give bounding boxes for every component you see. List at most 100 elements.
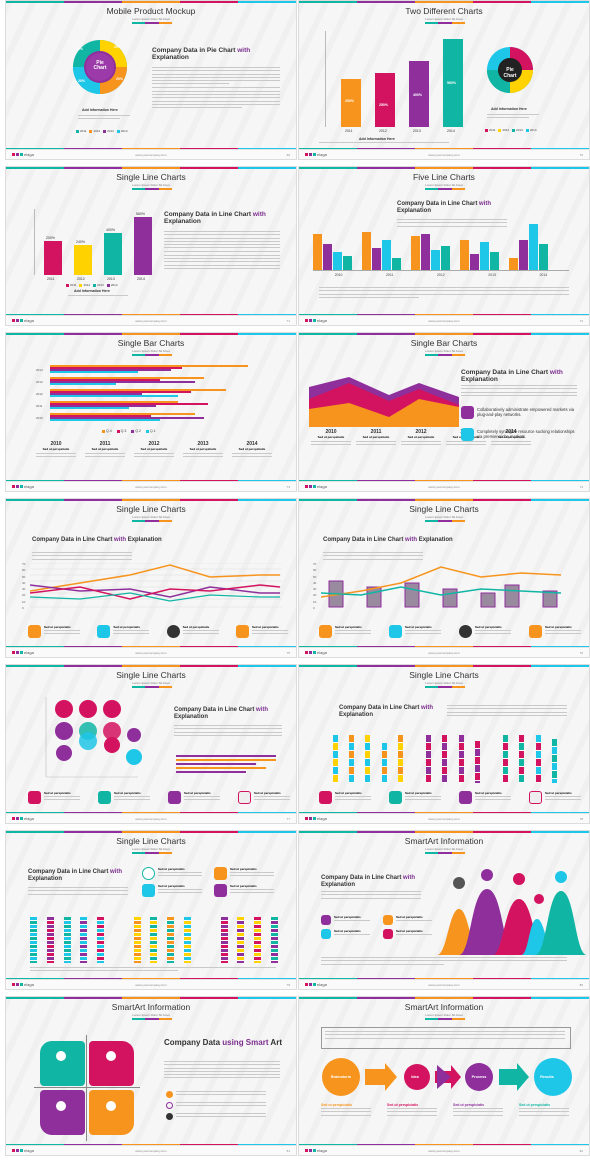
bullet-text: Collaboratively administrate empowered m… — [477, 407, 575, 418]
layers-icon — [461, 428, 474, 441]
footer-url: www.yourcompany.com — [428, 650, 460, 655]
chart-legend: Q.4 Q.3 Q.2 Q.1 — [102, 429, 156, 433]
slide-subtitle: Lorem Ipsum Dolor Sit Amet — [425, 515, 463, 519]
user-icon — [142, 867, 155, 880]
slide-thumbnail[interactable]: Single Line Charts Lorem Ipsum Dolor Sit… — [5, 830, 297, 990]
column-label: Sed ut perspiciatis — [475, 625, 502, 629]
slide-subtitle: Lorem Ipsum Dolor Sit Amet — [425, 349, 463, 353]
bar-value-label: 400% — [106, 228, 115, 232]
slide-title: Single Line Charts — [409, 504, 479, 514]
clock-icon — [389, 625, 402, 638]
footer-url: www.yourcompany.com — [428, 318, 460, 323]
footer-url: www.yourcompany.com — [135, 152, 167, 157]
page-number: 81 — [286, 1148, 290, 1153]
bar-2011 — [341, 79, 361, 127]
pie-pct-label: 20% — [114, 45, 122, 49]
column-label: Sed ut perspiciatis — [113, 625, 141, 629]
slide-heading: Company Data in Line Chart with Explanat… — [321, 875, 416, 888]
column-label: Sed ut perspiciatis — [387, 1103, 419, 1107]
slide-thumbnail[interactable]: Mobile Product Mockup Lorem Ipsum Dolor … — [5, 0, 297, 160]
flask-icon — [214, 884, 227, 897]
slide-thumbnail[interactable]: Single Line Charts Lorem Ipsum Dolor Sit… — [298, 664, 590, 824]
year-label: 2011 — [385, 273, 394, 277]
column-year: 2013 — [197, 441, 209, 447]
slide-thumbnail[interactable]: Two Different Charts Lorem Ipsum Dolor S… — [298, 0, 590, 160]
page-number: 73 — [286, 484, 290, 489]
step-label: Brainstorm — [330, 1075, 352, 1079]
slide-subtitle: Lorem Ipsum Dolor Sit Amet — [425, 1013, 463, 1017]
footer-logo: elaga — [317, 318, 327, 323]
step-label: Idea — [411, 1075, 419, 1079]
slide-heading: Company Data using Smart Art — [164, 1038, 282, 1047]
slide-thumbnail[interactable]: Single Line Charts Lorem Ipsum Dolor Sit… — [5, 166, 297, 326]
footer-logo: elaga — [317, 650, 327, 655]
page-number: 70 — [579, 152, 583, 157]
bar-year-label: 2013 — [413, 129, 421, 133]
slide-thumbnail[interactable]: SmartArt Information Lorem Ipsum Dolor S… — [298, 996, 590, 1156]
slide-thumbnail[interactable]: Single Line Charts Lorem Ipsum Dolor Sit… — [5, 498, 297, 658]
people-icon — [106, 1051, 116, 1061]
column-year: 2012 — [148, 441, 160, 447]
page-number: 72 — [579, 318, 583, 323]
bullet-icon — [166, 1113, 173, 1120]
page-number: 74 — [579, 484, 583, 489]
info-caption: Add Information Here — [74, 289, 110, 293]
chart-legend: 2011 2012 2013 2014 — [66, 283, 118, 287]
slide-heading: Company Data in Line Chart with Explanat… — [164, 211, 266, 226]
page-number: 80 — [579, 982, 583, 987]
tag-icon — [319, 625, 332, 638]
slide-thumbnail[interactable]: Five Line Charts Lorem Ipsum Dolor Sit A… — [298, 166, 590, 326]
slide-subtitle: Lorem Ipsum Dolor Sit Amet — [132, 349, 170, 353]
step-label: Results — [540, 1075, 554, 1079]
slide-thumbnail[interactable]: SmartArt Information Lorem Ipsum Dolor S… — [5, 996, 297, 1156]
slide-subtitle: Lorem Ipsum Dolor Sit Amet — [425, 847, 463, 851]
bar-line-chart — [321, 566, 562, 608]
slide-title: Mobile Product Mockup — [106, 6, 196, 16]
gift-icon — [142, 884, 155, 897]
rocket-icon — [56, 1101, 66, 1111]
pie-pct-label: 20% — [76, 47, 84, 51]
camera-icon — [166, 625, 180, 638]
page-number: 79 — [286, 982, 290, 987]
pie-chart — [487, 47, 533, 93]
process-flow — [322, 1058, 572, 1096]
clock-icon — [97, 625, 111, 638]
footer-logo: elaga — [317, 152, 327, 157]
column-label: Sed ut perspiciatis — [497, 435, 525, 439]
bullet-text: Completely synergize resource sucking re… — [477, 429, 575, 440]
column-year: 2011 — [99, 441, 111, 447]
year-label: 2013 — [36, 380, 43, 384]
column-label: Sed ut perspiciatis — [545, 791, 572, 795]
bar-year-label: 2014 — [137, 277, 145, 281]
column-label: Sed ut perspiciatis — [405, 791, 432, 795]
bar-year-label: 2013 — [107, 277, 115, 281]
chart-legend: 2011 2012 2013 2014 — [485, 128, 537, 132]
slide-heading: Company Data in Pie Chart with Explanati… — [152, 47, 251, 62]
column-label: Sed ut perspiciatis — [44, 791, 71, 795]
bar-value-label: 240% — [76, 240, 85, 244]
gear-icon — [106, 1101, 116, 1111]
slide-subtitle: Lorem Ipsum Dolor Sit Amet — [132, 681, 170, 685]
slide-thumbnail[interactable]: Single Line Charts Lorem Ipsum Dolor Sit… — [298, 498, 590, 658]
column-label: Sed ut perspiciatis — [251, 625, 279, 629]
chart-legend: 2011 2012 2013 2014 — [76, 129, 128, 133]
footer-url: www.yourcompany.com — [135, 1148, 167, 1153]
column-year: 2014 — [246, 441, 258, 447]
slide-thumbnail[interactable]: Single Bar Charts Lorem Ipsum Dolor Sit … — [5, 332, 297, 492]
column-label: Sed ut perspiciatis — [254, 791, 281, 795]
slide-thumbnail[interactable]: SmartArt Information Lorem Ipsum Dolor S… — [298, 830, 590, 990]
slide-thumbnail[interactable]: Single Bar Charts Lorem Ipsum Dolor Sit … — [298, 332, 590, 492]
monitor-icon — [214, 867, 227, 880]
slide-title: Single Line Charts — [116, 504, 186, 514]
year-label: 2013 — [488, 273, 496, 277]
calendar-icon — [238, 791, 251, 804]
bar-year-label: 2011 — [345, 129, 353, 133]
slide-title: Five Line Charts — [413, 172, 475, 182]
year-label: 2011 — [36, 404, 43, 408]
cloud-icon — [319, 791, 332, 804]
column-label: Sed ut perspiciatis — [158, 867, 185, 871]
slide-thumbnail[interactable]: Single Line Charts Lorem Ipsum Dolor Sit… — [5, 664, 297, 824]
column-year: 2012 — [415, 429, 427, 435]
column-year: 2011 — [370, 429, 382, 435]
info-caption: Add Information Here — [359, 137, 395, 141]
